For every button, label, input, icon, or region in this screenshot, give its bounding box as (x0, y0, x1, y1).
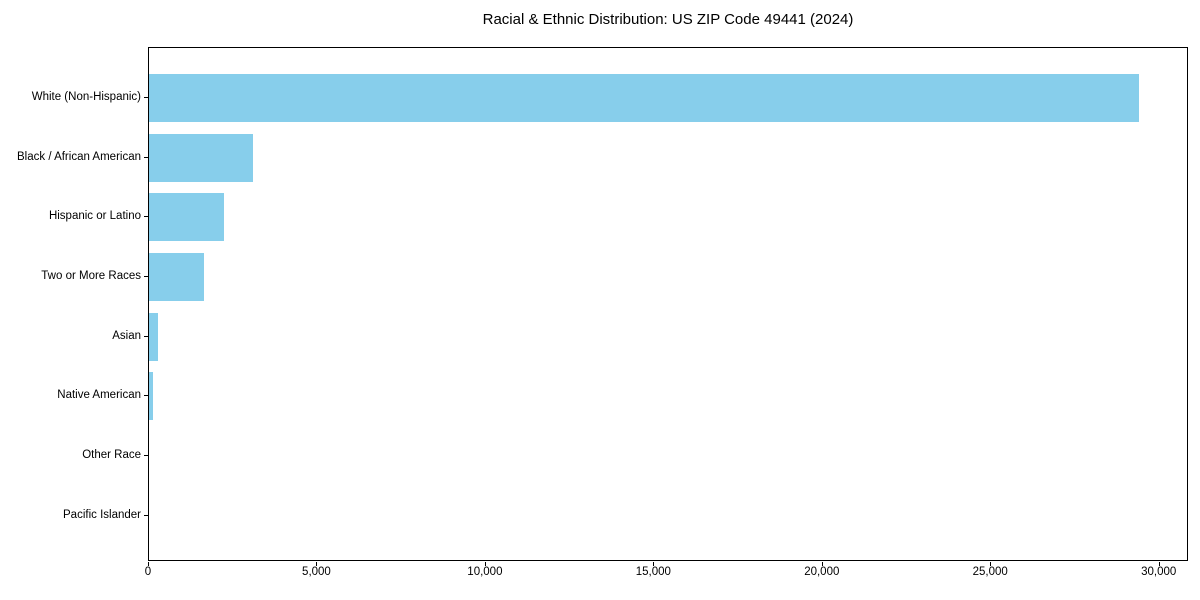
bar-asian (149, 312, 159, 361)
bar-hispanic-or-latino (149, 193, 225, 242)
y-tick-label-pacific-islander: Pacific Islander (63, 508, 141, 521)
x-tick-label-20000: 20,000 (804, 566, 840, 578)
y-tick-mark (144, 455, 148, 457)
x-tick-label-30000: 30,000 (1141, 566, 1177, 578)
x-tick-mark (653, 562, 655, 566)
y-tick-mark (144, 514, 148, 516)
x-tick-mark (821, 562, 823, 566)
bar-native-american (149, 372, 154, 421)
x-tick-label-15000: 15,000 (635, 566, 671, 578)
y-tick-mark (144, 335, 148, 337)
x-tick-mark (148, 562, 149, 566)
x-tick-mark (484, 562, 486, 566)
y-tick-label-asian: Asian (112, 329, 141, 342)
x-tick-mark (990, 562, 992, 566)
y-tick-mark (144, 97, 148, 98)
y-tick-label-other-race: Other Race (82, 449, 141, 462)
y-tick-label-native-american: Native American (57, 389, 141, 402)
y-tick-label-hispanic-or-latino: Hispanic or Latino (48, 210, 141, 223)
y-tick-mark (144, 276, 148, 278)
y-tick-label-two-or-more-races: Two or More Races (41, 270, 141, 283)
plot-area (148, 47, 1188, 561)
y-tick-mark (144, 156, 148, 158)
x-tick-mark (316, 562, 318, 566)
x-tick-label-0: 0 (144, 566, 152, 578)
bar-two-or-more-races (149, 253, 204, 302)
bar-white-non-hispanic (149, 74, 1140, 122)
x-tick-mark (1158, 562, 1160, 566)
y-tick-label-white-non-hispanic: White (Non-Hispanic) (31, 91, 141, 103)
chart-title: Racial & Ethnic Distribution: US ZIP Cod… (482, 11, 854, 28)
y-tick-mark (144, 395, 148, 397)
x-tick-label-10000: 10,000 (467, 566, 503, 578)
bar-black-african-american (149, 133, 254, 182)
y-tick-label-black-african-american: Black / African American (17, 150, 141, 163)
x-tick-label-25000: 25,000 (972, 566, 1008, 578)
x-tick-label-5000: 5,000 (302, 566, 331, 578)
y-tick-mark (144, 216, 148, 218)
